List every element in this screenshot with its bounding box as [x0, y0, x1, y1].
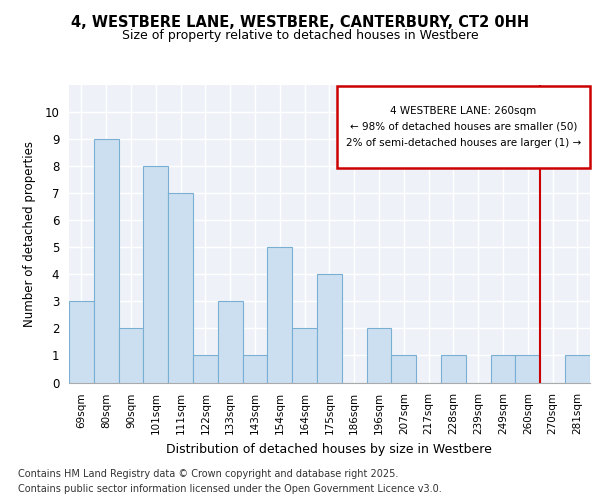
- Bar: [317, 274, 342, 382]
- Bar: [337, 86, 590, 168]
- Bar: [168, 193, 193, 382]
- Bar: [441, 356, 466, 382]
- Text: Size of property relative to detached houses in Westbere: Size of property relative to detached ho…: [122, 30, 478, 43]
- Bar: [515, 356, 540, 382]
- Y-axis label: Number of detached properties: Number of detached properties: [23, 141, 36, 327]
- Text: 4, WESTBERE LANE, WESTBERE, CANTERBURY, CT2 0HH: 4, WESTBERE LANE, WESTBERE, CANTERBURY, …: [71, 15, 529, 30]
- Bar: [292, 328, 317, 382]
- Bar: [391, 356, 416, 382]
- Text: Contains public sector information licensed under the Open Government Licence v3: Contains public sector information licen…: [18, 484, 442, 494]
- Bar: [268, 248, 292, 382]
- Text: 4 WESTBERE LANE: 260sqm
← 98% of detached houses are smaller (50)
2% of semi-det: 4 WESTBERE LANE: 260sqm ← 98% of detache…: [346, 106, 581, 148]
- Bar: [119, 328, 143, 382]
- Bar: [565, 356, 590, 382]
- Bar: [69, 302, 94, 382]
- Bar: [242, 356, 268, 382]
- Bar: [94, 139, 119, 382]
- X-axis label: Distribution of detached houses by size in Westbere: Distribution of detached houses by size …: [166, 442, 493, 456]
- Bar: [491, 356, 515, 382]
- Text: Contains HM Land Registry data © Crown copyright and database right 2025.: Contains HM Land Registry data © Crown c…: [18, 469, 398, 479]
- Bar: [193, 356, 218, 382]
- Bar: [143, 166, 168, 382]
- Bar: [218, 302, 242, 382]
- Bar: [367, 328, 391, 382]
